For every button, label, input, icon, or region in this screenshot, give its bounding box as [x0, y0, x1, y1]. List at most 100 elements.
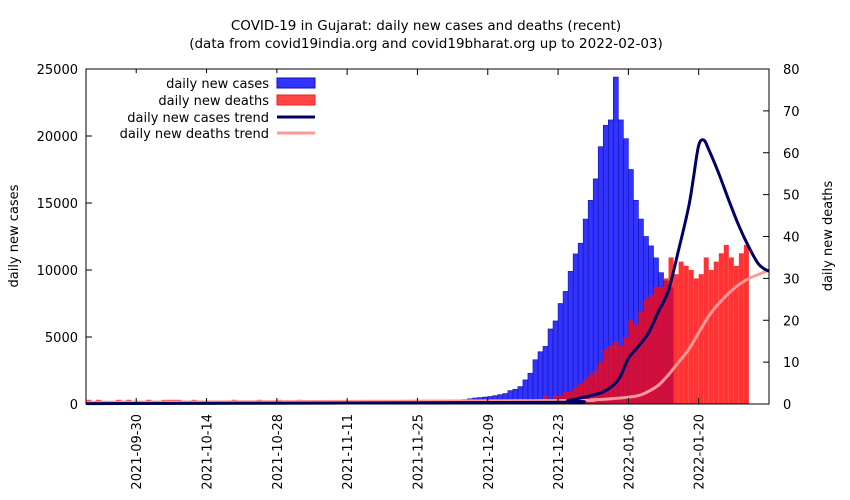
death-bar [598, 362, 604, 405]
case-bar [542, 346, 549, 405]
death-bar-overlap [658, 286, 664, 404]
death-bar [578, 383, 584, 404]
axes-ticks: 0 5000 10000 15000 20000 25000 0 10 20 30 40 50 60 70… [37, 63, 800, 490]
death-bar [703, 257, 709, 404]
death-bar [723, 244, 729, 405]
death-bar [588, 374, 594, 404]
legend-label-cases-trend: daily new cases trend [127, 111, 269, 126]
death-bar-top [738, 253, 744, 404]
death-bar-overlap [578, 383, 584, 404]
legend: daily new cases daily new deaths daily n… [100, 73, 322, 143]
x-tick-label: 2021-11-25 [412, 414, 427, 490]
y-right-tick-label: 20 [783, 314, 800, 329]
case-bar [567, 271, 574, 405]
legend-swatch-deaths [276, 94, 316, 106]
y-left-tick-label: 0 [70, 398, 78, 413]
y-right-tick-label: 60 [783, 147, 800, 162]
trends-layer [85, 138, 770, 406]
death-bar [678, 261, 684, 405]
death-bar-top [668, 257, 674, 288]
case-bar [532, 359, 539, 405]
death-bar-overlap [653, 286, 659, 404]
y-right-tick-label: 70 [783, 105, 800, 120]
death-bar-top [723, 244, 729, 405]
death-bar [683, 265, 689, 404]
death-bar [698, 274, 704, 404]
death-bar-top [688, 270, 694, 404]
death-bar-top [663, 278, 669, 281]
death-bar-overlap [573, 387, 579, 404]
x-tick-label: 2022-01-06 [622, 414, 637, 490]
death-bar [563, 391, 569, 404]
death-bar [693, 278, 699, 405]
y-right-tick-label: 40 [783, 231, 800, 246]
case-bar [562, 291, 569, 405]
x-tick-label: 2022-01-20 [693, 414, 708, 490]
death-bar [573, 387, 579, 404]
x-tick-label: 2021-10-28 [271, 414, 286, 490]
death-bar-top [703, 257, 709, 404]
death-bar [743, 244, 749, 405]
death-bar-top [678, 261, 684, 405]
death-bar-overlap [568, 391, 574, 404]
death-bar-top [708, 270, 714, 404]
death-bar-top [673, 274, 679, 404]
death-bar-top [683, 265, 689, 404]
death-bar [733, 265, 739, 404]
y-left-tick-label: 20000 [37, 130, 78, 145]
death-bar [713, 261, 719, 405]
death-bar [593, 370, 599, 404]
cases-trend-line [85, 138, 770, 406]
death-bar [643, 299, 649, 404]
death-bar [663, 278, 669, 404]
case-bar [537, 351, 544, 405]
death-bar-overlap [593, 370, 599, 404]
y-left-tick-label: 15000 [37, 197, 78, 212]
death-bar [673, 274, 679, 404]
death-bar-overlap [648, 295, 654, 405]
death-bar-top [728, 257, 734, 404]
x-tick-label: 2021-09-30 [130, 414, 145, 490]
death-bar-overlap [633, 324, 639, 404]
death-bar-overlap [588, 374, 594, 404]
death-bar-top [733, 265, 739, 404]
y-left-tick-label: 5000 [45, 331, 78, 346]
death-bar [603, 349, 609, 404]
case-bar [547, 328, 554, 405]
chart-subtitle: (data from covid19india.org and covid19b… [189, 36, 663, 52]
y-axis-left-label: daily new cases [7, 184, 22, 287]
death-bar-overlap [603, 349, 609, 404]
death-bar-top [718, 253, 724, 404]
death-bar [728, 257, 734, 404]
death-bar [628, 320, 634, 404]
legend-label-deaths-trend: daily new deaths trend [120, 127, 269, 142]
death-bar-overlap [663, 280, 669, 404]
y-axis-right-label: daily new deaths [821, 180, 836, 291]
case-bar [572, 253, 579, 405]
x-tick-label: 2021-12-23 [552, 414, 567, 490]
death-bar-overlap [668, 287, 674, 404]
case-bar [592, 178, 599, 405]
death-bar [708, 270, 714, 404]
death-bar-overlap [598, 362, 604, 405]
case-bar [582, 218, 589, 405]
deaths-trend-line [85, 268, 770, 404]
y-right-tick-label: 10 [783, 356, 800, 371]
x-tick-label: 2021-12-09 [482, 414, 497, 490]
death-bar [688, 270, 694, 404]
death-bar-overlap [623, 337, 629, 404]
case-bar [587, 200, 594, 405]
y-right-tick-label: 50 [783, 189, 800, 204]
death-bar [658, 286, 664, 404]
legend-label-cases: daily new cases [166, 77, 269, 92]
death-bar [648, 295, 654, 405]
death-bar-top [693, 278, 699, 405]
death-bar [738, 253, 744, 404]
death-bar-overlap [608, 345, 614, 405]
y-left-tick-label: 10000 [37, 264, 78, 279]
death-bar [583, 378, 589, 405]
death-bar-overlap [583, 378, 589, 405]
x-tick-label: 2021-10-14 [201, 414, 216, 490]
death-bar-overlap [613, 341, 619, 404]
